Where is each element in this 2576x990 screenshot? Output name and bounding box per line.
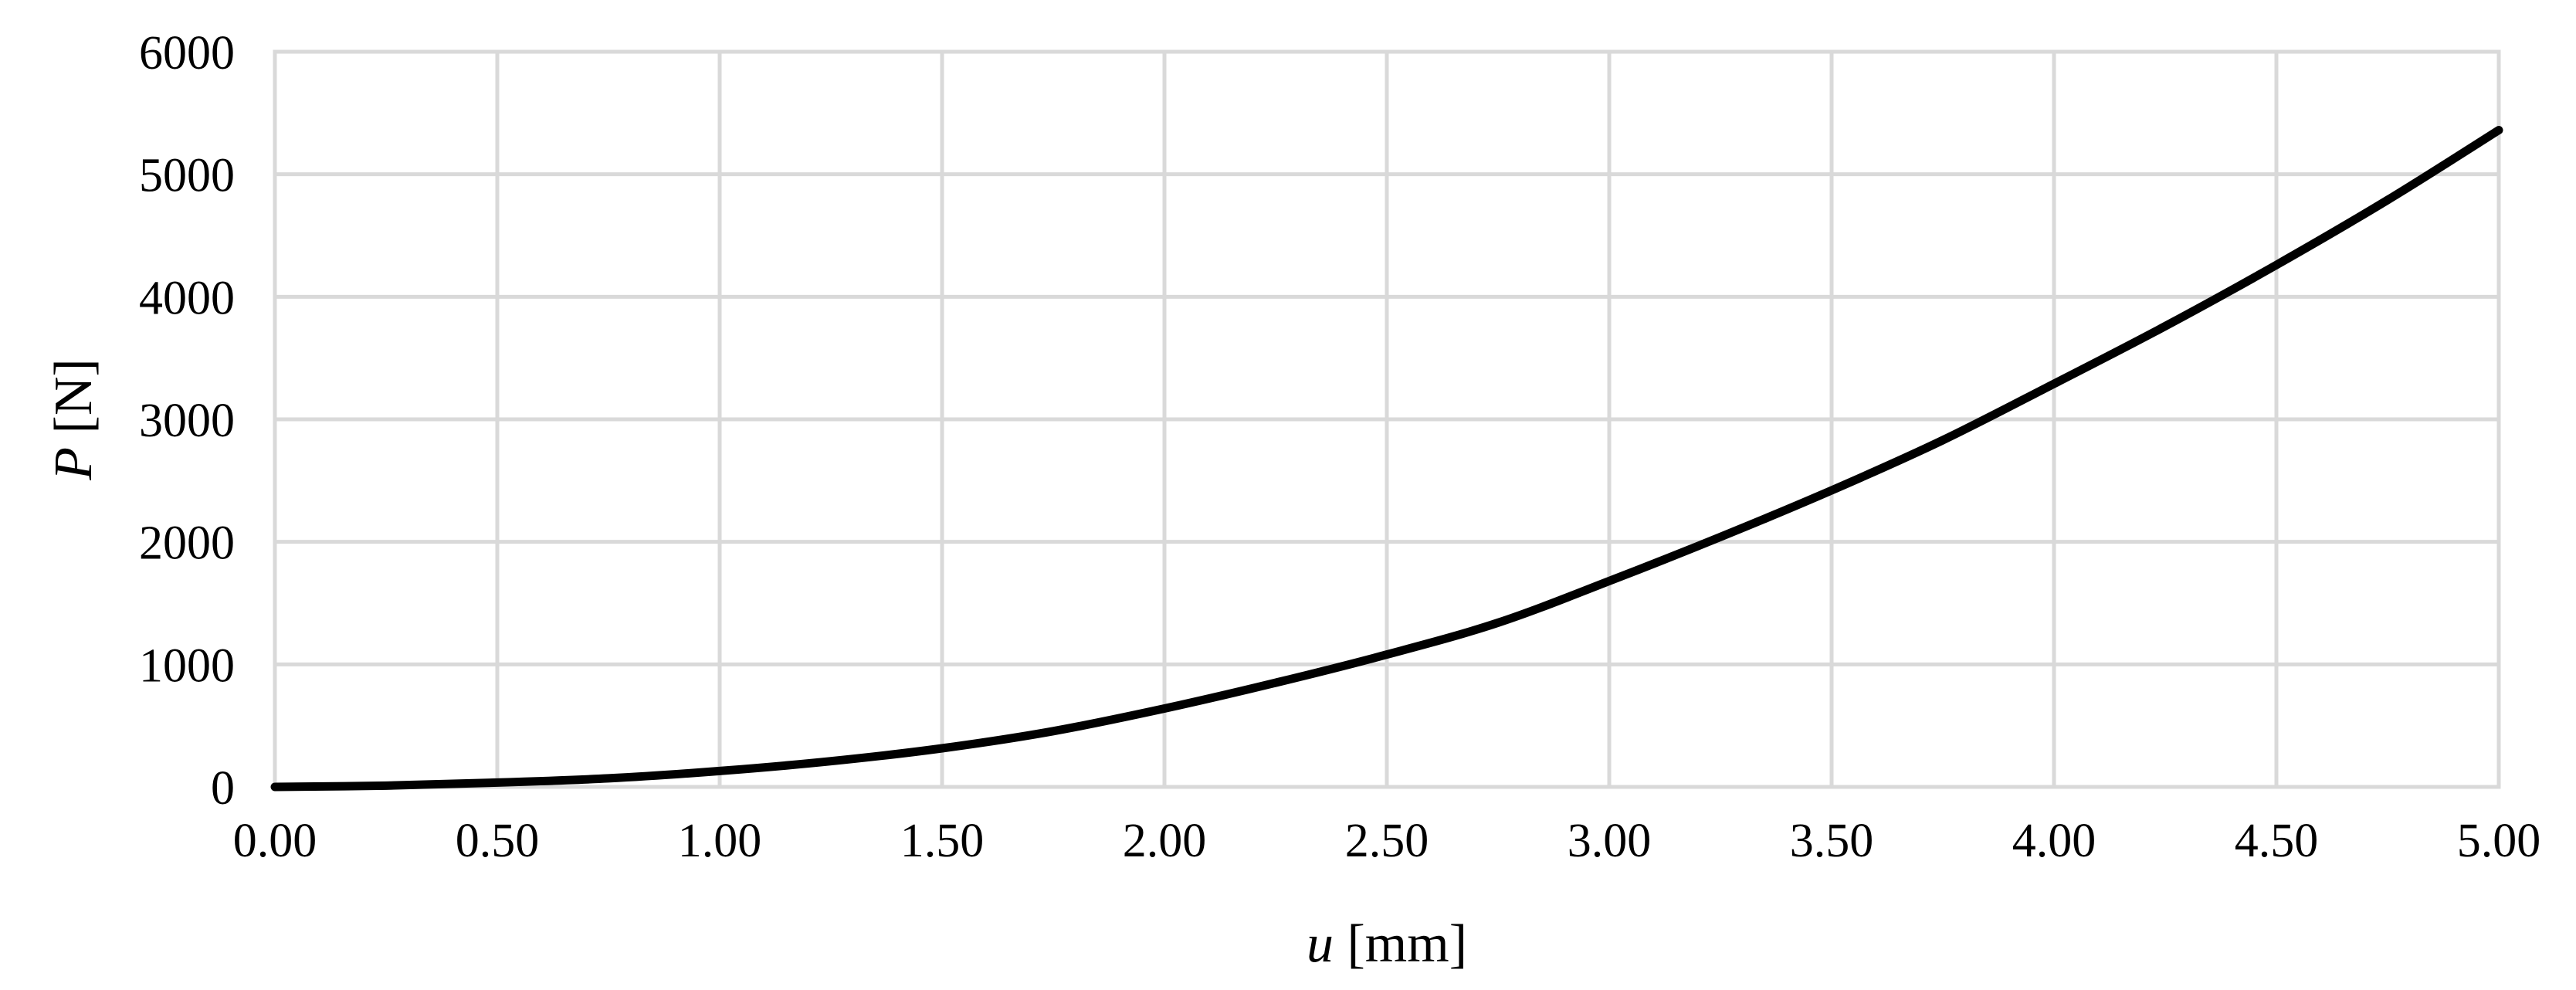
y-tick-label: 1000 bbox=[139, 639, 235, 692]
x-tick-label: 5.00 bbox=[2457, 815, 2541, 867]
x-tick-label: 4.00 bbox=[2012, 815, 2096, 867]
y-tick-label: 2000 bbox=[139, 517, 235, 570]
y-tick-label: 4000 bbox=[139, 272, 235, 324]
y-tick-label: 3000 bbox=[139, 395, 235, 447]
series-line bbox=[270, 126, 2503, 792]
x-tick-label: 1.00 bbox=[678, 815, 762, 867]
y-tick-labels: 0 1000 2000 3000 4000 5000 6000 bbox=[139, 27, 235, 815]
x-tick-labels: 0.00 0.50 1.00 1.50 2.00 2.50 3.00 3.50 4.00 4.50… bbox=[233, 815, 2541, 867]
x-tick-label: 2.00 bbox=[1123, 815, 1207, 867]
series-layer bbox=[270, 126, 2503, 792]
x-tick-label: 4.50 bbox=[2235, 815, 2319, 867]
y-tick-label: 5000 bbox=[139, 150, 235, 202]
x-tick-label: 0.50 bbox=[456, 815, 540, 867]
y-axis-title: P [N] bbox=[44, 358, 103, 480]
x-tick-label: 2.50 bbox=[1345, 815, 1429, 867]
y-axis-variable: P bbox=[44, 447, 103, 481]
plot-area-frame bbox=[273, 49, 2501, 789]
x-tick-label: 1.50 bbox=[900, 815, 985, 867]
x-axis-variable: u bbox=[1307, 914, 1334, 974]
x-axis-unit: [mm] bbox=[1334, 914, 1467, 974]
y-tick-label: 0 bbox=[211, 762, 235, 815]
x-tick-label: 3.00 bbox=[1568, 815, 1652, 867]
x-axis-title: u [mm] bbox=[1307, 914, 1467, 974]
y-axis-unit: [N] bbox=[44, 358, 103, 447]
x-tick-label: 0.00 bbox=[233, 815, 317, 867]
x-tick-label: 3.50 bbox=[1790, 815, 1874, 867]
y-tick-label: 6000 bbox=[139, 27, 235, 80]
